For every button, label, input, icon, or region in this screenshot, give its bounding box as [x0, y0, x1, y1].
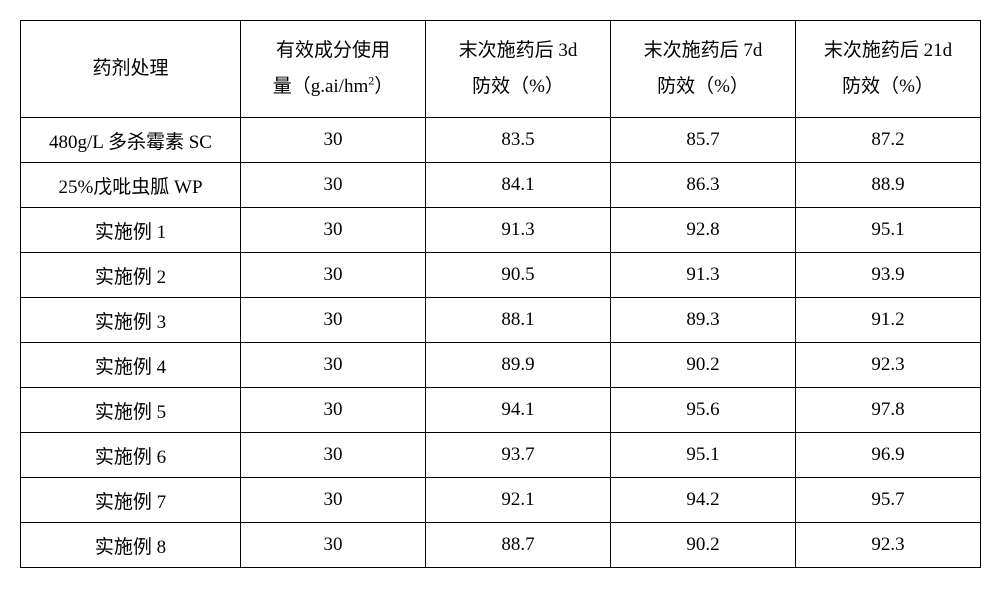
cell-3d: 88.1 — [426, 298, 611, 343]
cell-dosage: 30 — [241, 118, 426, 163]
cell-treatment: 实施例 6 — [21, 433, 241, 478]
cell-21d: 87.2 — [796, 118, 981, 163]
cell-21d: 95.7 — [796, 478, 981, 523]
col-header-3d: 末次施药后 3d 防效（%） — [426, 21, 611, 118]
cell-7d: 90.2 — [611, 343, 796, 388]
cell-treatment: 实施例 4 — [21, 343, 241, 388]
cell-21d: 92.3 — [796, 343, 981, 388]
table-row: 实施例 7 30 92.1 94.2 95.7 — [21, 478, 981, 523]
table-row: 实施例 6 30 93.7 95.1 96.9 — [21, 433, 981, 478]
table-row: 实施例 8 30 88.7 90.2 92.3 — [21, 523, 981, 568]
table-body: 480g/L 多杀霉素 SC 30 83.5 85.7 87.2 25%戊吡虫胍… — [21, 118, 981, 568]
table-row: 实施例 1 30 91.3 92.8 95.1 — [21, 208, 981, 253]
cell-3d: 91.3 — [426, 208, 611, 253]
cell-treatment: 实施例 5 — [21, 388, 241, 433]
table-row: 实施例 5 30 94.1 95.6 97.8 — [21, 388, 981, 433]
header-line1: 有效成分使用 — [276, 40, 390, 61]
table-row: 实施例 4 30 89.9 90.2 92.3 — [21, 343, 981, 388]
cell-3d: 94.1 — [426, 388, 611, 433]
header-line2: 防效（%） — [842, 76, 934, 97]
cell-3d: 93.7 — [426, 433, 611, 478]
col-header-7d: 末次施药后 7d 防效（%） — [611, 21, 796, 118]
table-row: 25%戊吡虫胍 WP 30 84.1 86.3 88.9 — [21, 163, 981, 208]
table-row: 实施例 3 30 88.1 89.3 91.2 — [21, 298, 981, 343]
cell-21d: 92.3 — [796, 523, 981, 568]
table-row: 实施例 2 30 90.5 91.3 93.9 — [21, 253, 981, 298]
cell-21d: 96.9 — [796, 433, 981, 478]
cell-7d: 92.8 — [611, 208, 796, 253]
col-header-treatment: 药剂处理 — [21, 21, 241, 118]
cell-21d: 93.9 — [796, 253, 981, 298]
cell-7d: 95.1 — [611, 433, 796, 478]
efficacy-table: 药剂处理 有效成分使用 量（g.ai/hm2） 末次施药后 3d 防效（%） 末… — [20, 20, 981, 568]
header-line2: 防效（%） — [472, 76, 564, 97]
cell-dosage: 30 — [241, 253, 426, 298]
header-text: 药剂处理 — [92, 58, 168, 79]
cell-treatment: 实施例 7 — [21, 478, 241, 523]
cell-treatment: 实施例 3 — [21, 298, 241, 343]
col-header-21d: 末次施药后 21d 防效（%） — [796, 21, 981, 118]
cell-dosage: 30 — [241, 433, 426, 478]
cell-3d: 89.9 — [426, 343, 611, 388]
cell-21d: 97.8 — [796, 388, 981, 433]
cell-treatment: 实施例 1 — [21, 208, 241, 253]
cell-7d: 89.3 — [611, 298, 796, 343]
cell-treatment: 实施例 2 — [21, 253, 241, 298]
cell-7d: 90.2 — [611, 523, 796, 568]
cell-treatment: 25%戊吡虫胍 WP — [21, 163, 241, 208]
cell-3d: 83.5 — [426, 118, 611, 163]
cell-7d: 85.7 — [611, 118, 796, 163]
cell-treatment: 实施例 8 — [21, 523, 241, 568]
cell-7d: 86.3 — [611, 163, 796, 208]
cell-dosage: 30 — [241, 298, 426, 343]
cell-3d: 90.5 — [426, 253, 611, 298]
cell-dosage: 30 — [241, 343, 426, 388]
header-line1: 末次施药后 7d — [644, 40, 763, 61]
cell-7d: 91.3 — [611, 253, 796, 298]
cell-7d: 94.2 — [611, 478, 796, 523]
cell-dosage: 30 — [241, 388, 426, 433]
cell-dosage: 30 — [241, 208, 426, 253]
header-line1: 末次施药后 3d — [459, 40, 578, 61]
cell-dosage: 30 — [241, 523, 426, 568]
cell-7d: 95.6 — [611, 388, 796, 433]
cell-3d: 88.7 — [426, 523, 611, 568]
cell-21d: 91.2 — [796, 298, 981, 343]
cell-21d: 88.9 — [796, 163, 981, 208]
cell-dosage: 30 — [241, 163, 426, 208]
header-line2: 量（g.ai/hm2） — [273, 76, 394, 97]
header-line2: 防效（%） — [657, 76, 749, 97]
table-header-row: 药剂处理 有效成分使用 量（g.ai/hm2） 末次施药后 3d 防效（%） 末… — [21, 21, 981, 118]
cell-3d: 92.1 — [426, 478, 611, 523]
cell-dosage: 30 — [241, 478, 426, 523]
col-header-dosage: 有效成分使用 量（g.ai/hm2） — [241, 21, 426, 118]
cell-21d: 95.1 — [796, 208, 981, 253]
cell-3d: 84.1 — [426, 163, 611, 208]
header-line1: 末次施药后 21d — [824, 40, 952, 61]
cell-treatment: 480g/L 多杀霉素 SC — [21, 118, 241, 163]
table-row: 480g/L 多杀霉素 SC 30 83.5 85.7 87.2 — [21, 118, 981, 163]
